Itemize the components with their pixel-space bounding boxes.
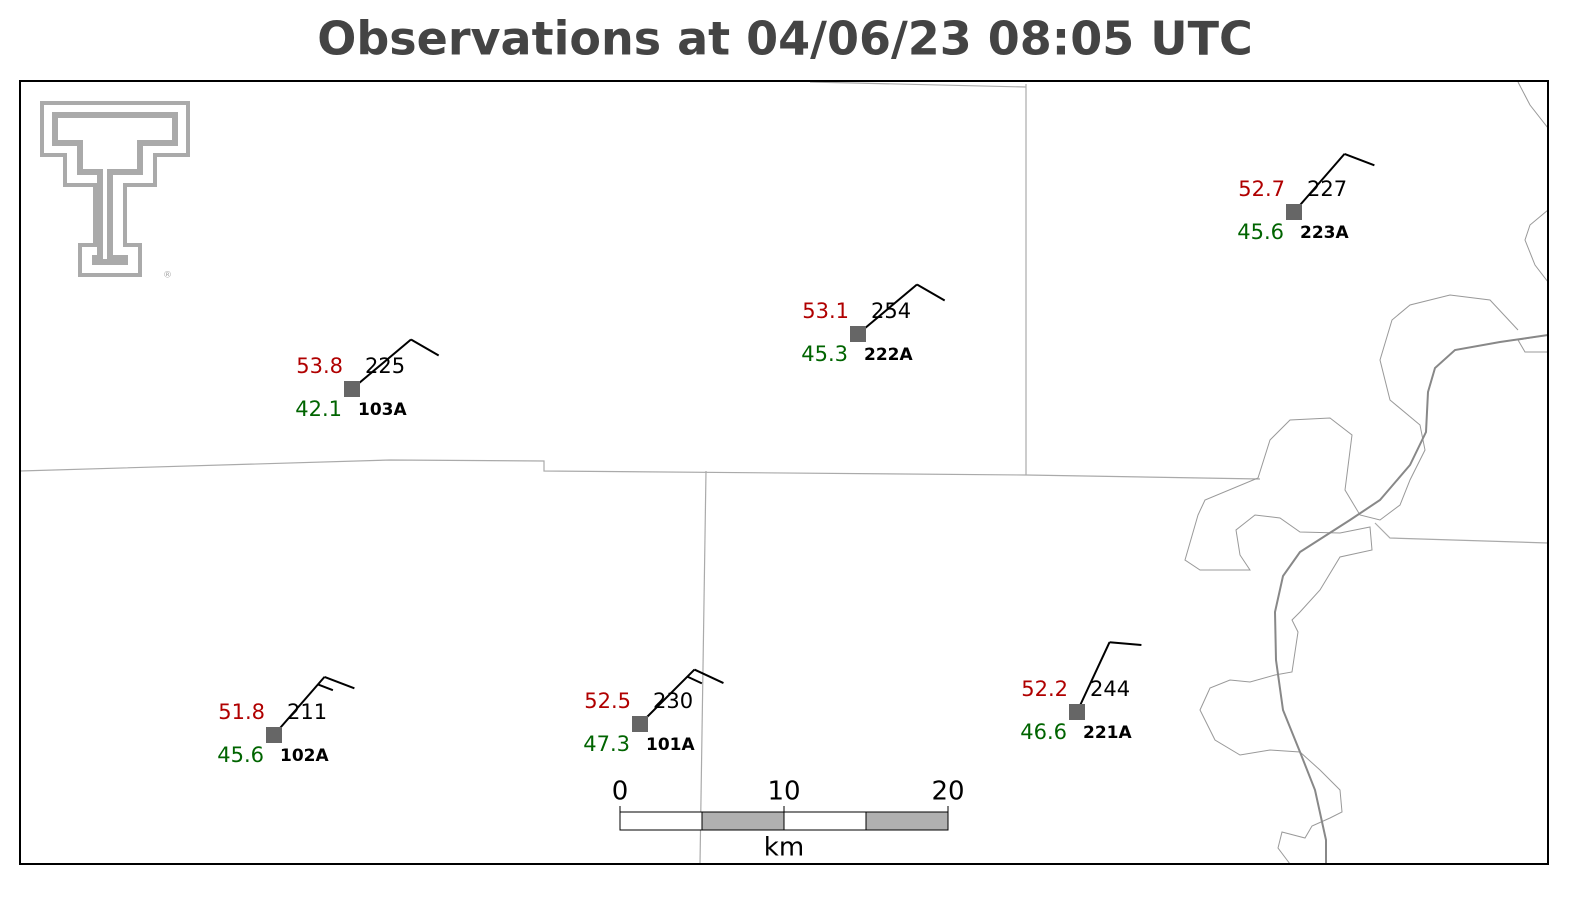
dewpoint: 42.1 (295, 397, 342, 421)
wind-half-barb (686, 675, 703, 685)
station-marker (266, 727, 282, 743)
county-lines (19, 81, 1549, 865)
scale-segment (865, 811, 949, 831)
scale-label: 0 (612, 777, 629, 807)
wind-staff (273, 676, 326, 736)
temperature: 52.7 (1238, 177, 1285, 201)
wind-half-barb (317, 683, 334, 692)
temperature: 53.8 (296, 354, 343, 378)
scale-unit: km (764, 833, 804, 863)
station-value: 230 (653, 689, 693, 713)
wind-staff (857, 283, 918, 335)
logo: ® (40, 101, 190, 281)
station-marker (1286, 204, 1302, 220)
station-value: 244 (1090, 677, 1130, 701)
station-marker (632, 716, 648, 732)
station-value: 227 (1307, 177, 1347, 201)
scale-segment (619, 811, 703, 831)
temperature: 52.2 (1021, 677, 1068, 701)
station-id: 102A (280, 746, 329, 766)
dewpoint: 45.6 (217, 743, 264, 767)
station-value: 211 (287, 700, 327, 724)
dewpoint: 45.6 (1237, 220, 1284, 244)
wind-staff (1076, 641, 1111, 713)
temperature: 52.5 (584, 689, 631, 713)
scale-label: 20 (931, 777, 964, 807)
station-marker (850, 326, 866, 342)
wind-barb (324, 675, 355, 690)
dewpoint: 46.6 (1020, 720, 1067, 744)
map-frame (19, 80, 1549, 865)
station-value: 225 (365, 354, 405, 378)
station-id: 223A (1300, 223, 1349, 243)
temperature: 53.1 (802, 299, 849, 323)
station-id: 221A (1083, 723, 1132, 743)
wind-staff (351, 338, 412, 390)
wind-staff (639, 668, 696, 725)
wind-barb (1109, 641, 1142, 646)
scale-label: 10 (767, 777, 800, 807)
wind-barb (694, 668, 724, 684)
dewpoint: 47.3 (583, 732, 630, 756)
wind-barb (410, 338, 440, 357)
wind-staff (1293, 153, 1346, 213)
station-id: 103A (358, 400, 407, 420)
dewpoint: 45.3 (801, 342, 848, 366)
station-id: 222A (864, 345, 913, 365)
station-id: 101A (646, 735, 695, 755)
scale-segment (701, 811, 785, 831)
wind-barb (1344, 152, 1375, 167)
title: Observations at 04/06/23 08:05 UTC (317, 12, 1252, 66)
logo-mark: ® (163, 271, 172, 281)
station-marker (344, 381, 360, 397)
temperature: 51.8 (218, 700, 265, 724)
highway (1273, 334, 1549, 864)
rivers (1184, 81, 1549, 865)
station-value: 254 (871, 299, 911, 323)
scale-segment (783, 811, 867, 831)
wind-barb (916, 283, 946, 302)
station-marker (1069, 704, 1085, 720)
